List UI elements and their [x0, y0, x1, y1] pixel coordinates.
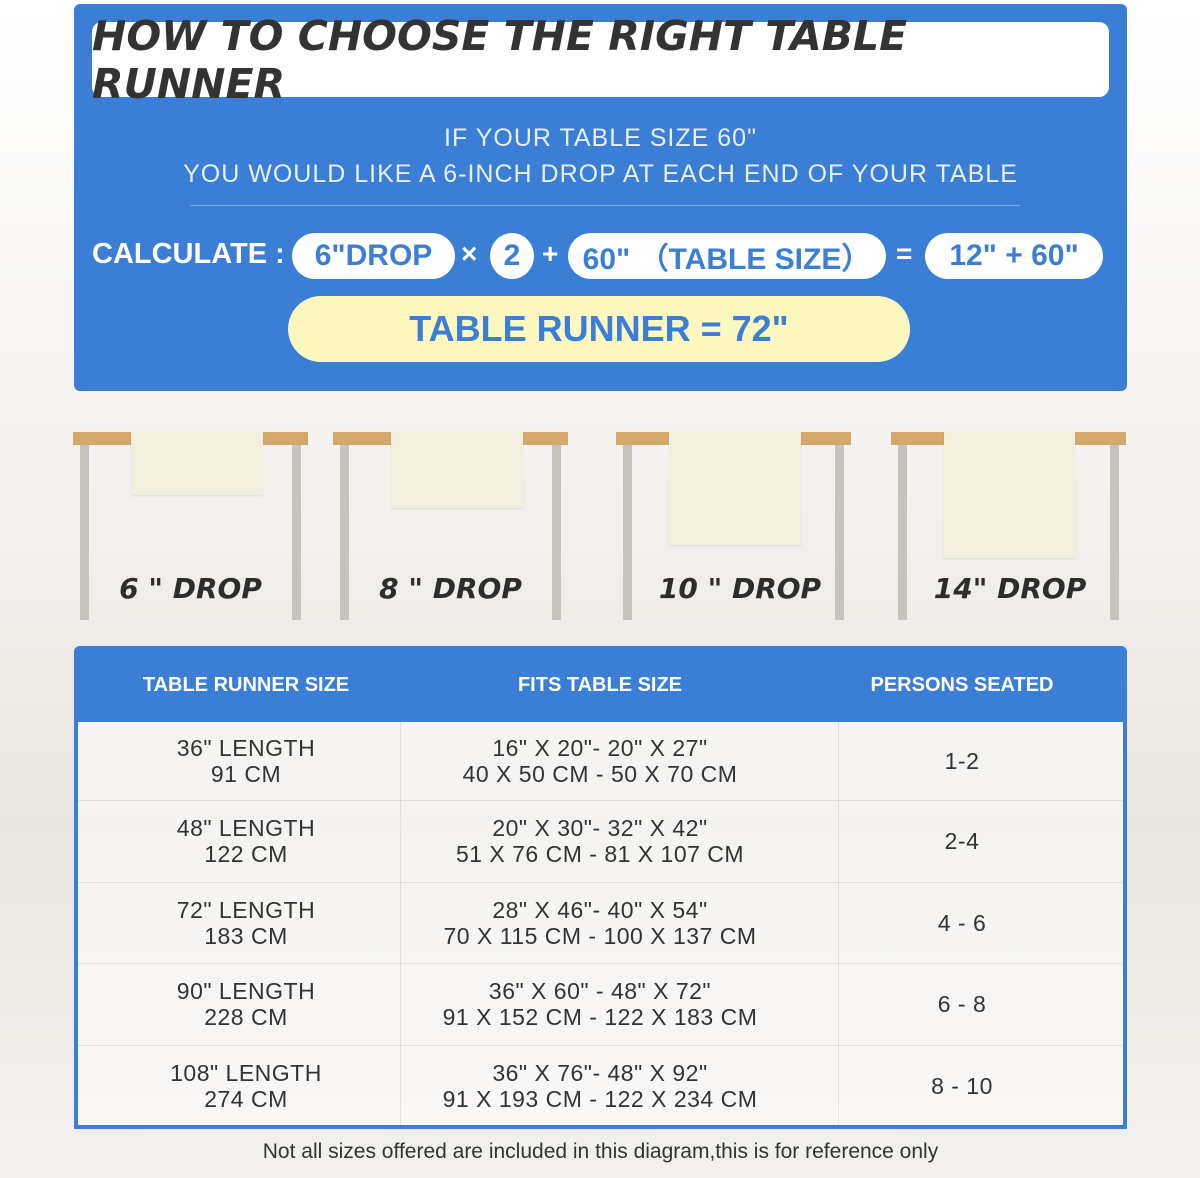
fits-inches: 16" X 20"- 20" X 27": [492, 735, 708, 761]
cell-runner-size: 108" LENGTH 274 CM: [78, 1045, 414, 1126]
subtitle-line-1: IF YOUR TABLE SIZE 60": [444, 124, 757, 152]
column-divider: [838, 722, 839, 1125]
runner-image: [944, 432, 1075, 558]
runner-cm: 228 CM: [204, 1004, 288, 1030]
result-pill: TABLE RUNNER = 72": [288, 296, 910, 362]
cell-fits-table-size: 36" X 60" - 48" X 72" 91 X 152 CM - 122 …: [400, 963, 800, 1045]
runner-cm: 183 CM: [204, 922, 288, 949]
fits-inches: 20" X 30"- 32" X 42": [492, 815, 708, 841]
cell-fits-table-size: 28" X 46"- 40" X 54" 70 X 115 CM - 100 X…: [400, 882, 800, 963]
drop-label: 10 " DROP: [658, 572, 822, 605]
table-leg: [80, 445, 89, 620]
drop-label: 14" DROP: [933, 572, 1087, 605]
runner-length: 48" LENGTH: [176, 815, 316, 841]
runner-cm: 122 CM: [204, 841, 288, 867]
column-divider: [400, 722, 401, 1125]
runner-image: [669, 432, 801, 545]
persons: 4 - 6: [937, 909, 987, 936]
runner-image: [131, 432, 263, 495]
row-divider: [78, 1045, 1123, 1046]
table-leg: [835, 445, 844, 620]
fits-cm: 91 X 152 CM - 122 X 183 CM: [442, 1004, 758, 1030]
table-leg: [898, 445, 907, 620]
table-leg: [623, 445, 632, 620]
cell-fits-table-size: 20" X 30"- 32" X 42" 51 X 76 CM - 81 X 1…: [400, 800, 800, 882]
runner-length: 72" LENGTH: [176, 896, 316, 923]
header-persons-seated: PERSONS SEATED: [870, 674, 1054, 696]
header-fits-table-size: FITS TABLE SIZE: [517, 674, 683, 696]
cell-fits-table-size: 36" X 76"- 48" X 92" 91 X 193 CM - 122 X…: [400, 1045, 800, 1126]
cell-persons-seated: 1-2: [838, 722, 1086, 800]
drop-pill: 6"DROP: [292, 233, 455, 279]
runner-length: 108" LENGTH: [170, 1059, 322, 1086]
cell-persons-seated: 6 - 8: [838, 963, 1086, 1045]
cell-persons-seated: 8 - 10: [838, 1045, 1086, 1126]
table-leg: [1110, 445, 1119, 620]
fits-inches: 36" X 60" - 48" X 72": [488, 978, 712, 1004]
footnote: Not all sizes offered are included in th…: [262, 1140, 939, 1163]
cell-persons-seated: 2-4: [838, 800, 1086, 882]
table-header: [74, 646, 1127, 722]
cell-runner-size: 72" LENGTH 183 CM: [78, 882, 414, 963]
fits-cm: 40 X 50 CM - 50 X 70 CM: [462, 761, 738, 787]
fits-cm: 51 X 76 CM - 81 X 107 CM: [455, 841, 745, 867]
drop-label: 6 " DROP: [119, 572, 262, 605]
factor-pill: 2: [490, 233, 534, 279]
table-leg: [292, 445, 301, 620]
cell-fits-table-size: 16" X 20"- 20" X 27" 40 X 50 CM - 50 X 7…: [400, 722, 800, 800]
table-leg: [552, 445, 561, 620]
runner-length: 36" LENGTH: [176, 735, 316, 761]
calculate-label: CALCULATE :: [92, 238, 285, 270]
row-divider: [78, 800, 1123, 801]
times-sign: ×: [461, 238, 478, 269]
equals-sign: =: [896, 238, 913, 269]
runner-image: [391, 432, 523, 508]
fits-inches: 36" X 76"- 48" X 92": [492, 1059, 708, 1086]
header-runner-size: TABLE RUNNER SIZE: [142, 674, 350, 696]
page-title: HOW TO CHOOSE THE RIGHT TABLE RUNNER: [92, 12, 1109, 108]
fits-inches: 28" X 46"- 40" X 54": [492, 896, 708, 923]
cell-runner-size: 36" LENGTH 91 CM: [78, 722, 414, 800]
size-table: [74, 646, 1127, 1129]
plus-sign: +: [542, 238, 559, 269]
cell-runner-size: 48" LENGTH 122 CM: [78, 800, 414, 882]
persons: 8 - 10: [931, 1072, 993, 1099]
runner-cm: 91 CM: [210, 761, 282, 787]
row-divider: [78, 963, 1123, 964]
runner-length: 90" LENGTH: [176, 978, 316, 1004]
runner-cm: 274 CM: [204, 1085, 288, 1112]
divider: [190, 205, 1020, 206]
persons: 6 - 8: [937, 991, 987, 1017]
fits-cm: 91 X 193 CM - 122 X 234 CM: [442, 1085, 758, 1112]
table-size-pill: 60" （TABLE SIZE）: [568, 233, 886, 279]
subtitle-line-2: YOU WOULD LIKE A 6-INCH DROP AT EACH END…: [183, 160, 1018, 188]
persons: 2-4: [944, 828, 980, 854]
fits-cm: 70 X 115 CM - 100 X 137 CM: [443, 922, 757, 949]
drop-label: 8 " DROP: [379, 572, 522, 605]
row-divider: [78, 882, 1123, 883]
persons: 1-2: [944, 748, 980, 774]
cell-persons-seated: 4 - 6: [838, 882, 1086, 963]
sum-pill: 12" + 60": [925, 233, 1103, 279]
cell-runner-size: 90" LENGTH 228 CM: [78, 963, 414, 1045]
table-leg: [340, 445, 349, 620]
